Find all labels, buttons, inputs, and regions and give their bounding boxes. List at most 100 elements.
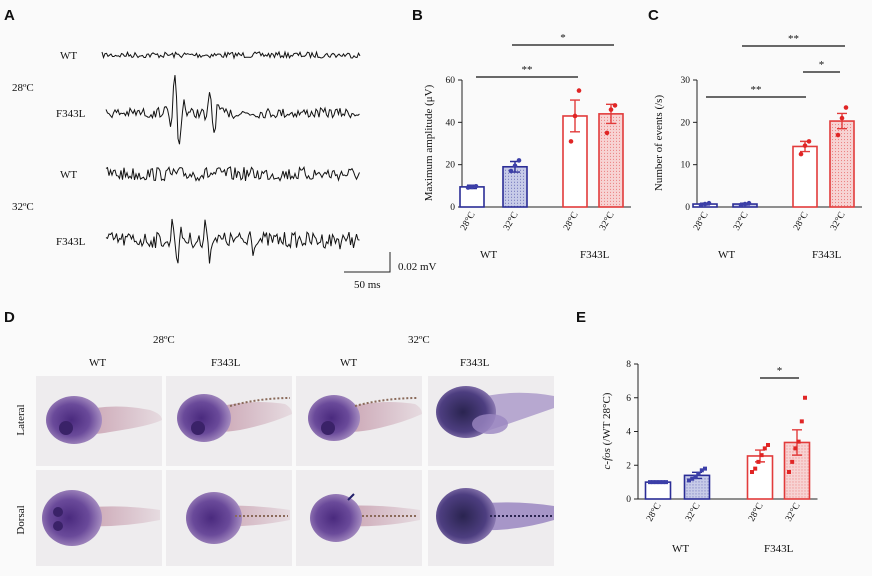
bar-texture-b-3 <box>601 116 602 118</box>
bar-texture-b-3 <box>619 158 620 160</box>
bar-texture-b-3 <box>604 170 605 172</box>
significance-label-c-2: * <box>819 59 825 71</box>
bar-texture-c-3 <box>847 202 848 204</box>
y-axis-label-e: c-fos (/WT 28°C) <box>601 392 613 469</box>
bar-texture-c-3 <box>835 169 836 171</box>
bar-texture-b-3 <box>610 125 611 127</box>
bar-texture-b-3 <box>613 179 614 181</box>
bar-texture-c-3 <box>844 205 845 207</box>
bar-texture-b-3 <box>619 191 620 193</box>
bar-texture-e-3 <box>807 445 809 447</box>
data-point-e-2-5 <box>766 443 770 447</box>
x-tick-label-e-2: 28°C <box>746 501 765 524</box>
bar-texture-b-3 <box>604 164 605 166</box>
bar-texture-b-1 <box>508 184 509 186</box>
bar-texture-b-3 <box>613 140 614 142</box>
bar-texture-b-1 <box>520 193 521 195</box>
bar-texture-c-3 <box>838 190 839 192</box>
bar-texture-c-3 <box>850 127 851 129</box>
bar-texture-e-3 <box>789 487 791 489</box>
row-label-dorsal: Dorsal <box>15 505 27 534</box>
bar-texture-c-3 <box>832 193 833 195</box>
bar-texture-b-1 <box>508 199 509 201</box>
bar-texture-e-3 <box>792 493 794 495</box>
bar-texture-b-1 <box>511 202 512 204</box>
bar-texture-b-3 <box>610 182 611 184</box>
bar-texture-b-3 <box>619 188 620 190</box>
bar-texture-c-3 <box>835 196 836 198</box>
bar-texture-b-3 <box>604 176 605 178</box>
bar-texture-b-3 <box>604 182 605 184</box>
bar-texture-b-1 <box>520 205 521 207</box>
bar-texture-b-1 <box>514 190 515 192</box>
bar-texture-c-3 <box>847 175 848 177</box>
x-tick-label-b-3: 32°C <box>597 210 616 233</box>
bar-texture-b-3 <box>613 170 614 172</box>
bar-e-0 <box>644 481 672 500</box>
bar-texture-e-3 <box>804 448 806 450</box>
bar-texture-e-3 <box>807 496 809 498</box>
bar-texture-b-1 <box>517 205 518 207</box>
bar-texture-b-3 <box>604 185 605 187</box>
bar-texture-b-3 <box>607 191 608 193</box>
bar-texture-c-3 <box>850 196 851 198</box>
bar-texture-b-1 <box>505 190 506 192</box>
bar-texture-e-3 <box>807 478 809 480</box>
bar-texture-b-3 <box>607 194 608 196</box>
bar-texture-b-1 <box>508 172 509 174</box>
bar-texture-c-3 <box>841 190 842 192</box>
bar-texture-e-3 <box>801 490 803 492</box>
bar-texture-c-3 <box>832 202 833 204</box>
data-point-c-2-2 <box>806 139 812 144</box>
bar-texture-c-3 <box>844 178 845 180</box>
bar-texture-c-3 <box>838 187 839 189</box>
bar-texture-b-1 <box>514 178 515 180</box>
bar-texture-c-3 <box>844 145 845 147</box>
bar-texture-e-3 <box>801 484 803 486</box>
bar-texture-e-3 <box>789 448 791 450</box>
bar-texture-b-3 <box>601 152 602 154</box>
bar-texture-b-1 <box>511 178 512 180</box>
bar-texture-c-3 <box>844 142 845 144</box>
bar-texture-b-3 <box>601 191 602 193</box>
bar-texture-c-3 <box>832 175 833 177</box>
bar-texture-b-1 <box>520 175 521 177</box>
bar-texture-b-3 <box>610 128 611 130</box>
bar-texture-c-3 <box>835 205 836 207</box>
bar-texture-e-3 <box>801 487 803 489</box>
data-point-e-0-3 <box>657 480 662 485</box>
bar-texture-c-3 <box>841 133 842 135</box>
bar-texture-b-1 <box>511 190 512 192</box>
bar-texture-c-3 <box>850 124 851 126</box>
data-point-c-2-0 <box>798 151 804 157</box>
bar-texture-c-3 <box>841 145 842 147</box>
bar-texture-c-3 <box>838 202 839 204</box>
bar-texture-e-3 <box>792 475 794 477</box>
bar-texture-c-3 <box>850 133 851 135</box>
bar-texture-e-3 <box>786 466 788 468</box>
bar-texture-b-1 <box>514 193 515 195</box>
bar-texture-e-1 <box>698 481 700 483</box>
bar-texture-c-3 <box>844 199 845 201</box>
bar-texture-b-1 <box>508 205 509 207</box>
embryo-image-dorsal-f343l-32 <box>428 470 554 566</box>
bar-texture-e-1 <box>704 478 706 480</box>
col-label-wt-28: WT <box>89 357 106 369</box>
bar-texture-b-3 <box>610 140 611 142</box>
bar-texture-e-1 <box>707 484 709 486</box>
temp-header-32: 32ºC <box>408 334 430 346</box>
bar-texture-b-3 <box>610 164 611 166</box>
bar-texture-b-1 <box>517 169 518 171</box>
group-label-wt-e: WT <box>672 543 689 555</box>
significance-label-e-0: * <box>777 365 783 377</box>
bar-texture-c-3 <box>841 136 842 138</box>
trace-label-f343l-32: F343L <box>56 236 86 248</box>
bar-texture-e-3 <box>795 457 797 459</box>
bar-texture-c-3 <box>844 175 845 177</box>
bar-texture-b-1 <box>505 187 506 189</box>
bar-texture-b-3 <box>604 155 605 157</box>
bar-texture-e-3 <box>801 493 803 495</box>
bar-texture-e-1 <box>701 496 703 498</box>
row-label-lateral: Lateral <box>15 404 27 435</box>
bar-texture-e-3 <box>795 469 797 471</box>
